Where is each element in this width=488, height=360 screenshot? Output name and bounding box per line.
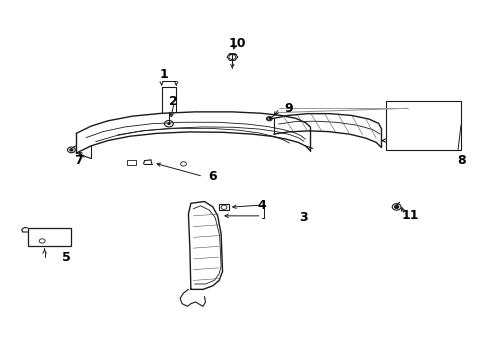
Text: 1: 1 xyxy=(160,68,168,81)
Text: 11: 11 xyxy=(401,210,418,222)
Text: 8: 8 xyxy=(456,154,465,167)
Text: 10: 10 xyxy=(228,37,245,50)
Text: 5: 5 xyxy=(62,251,71,264)
Circle shape xyxy=(70,149,73,151)
Text: 7: 7 xyxy=(74,154,83,167)
Bar xyxy=(27,228,71,246)
Circle shape xyxy=(167,123,169,125)
Text: 4: 4 xyxy=(257,199,265,212)
Circle shape xyxy=(166,122,170,125)
Bar xyxy=(385,101,461,149)
Text: 3: 3 xyxy=(298,211,306,224)
Text: 2: 2 xyxy=(169,95,178,108)
Text: 6: 6 xyxy=(208,170,217,183)
Circle shape xyxy=(394,206,398,208)
Bar xyxy=(127,160,136,165)
Bar xyxy=(219,204,228,211)
Text: 9: 9 xyxy=(284,102,292,115)
